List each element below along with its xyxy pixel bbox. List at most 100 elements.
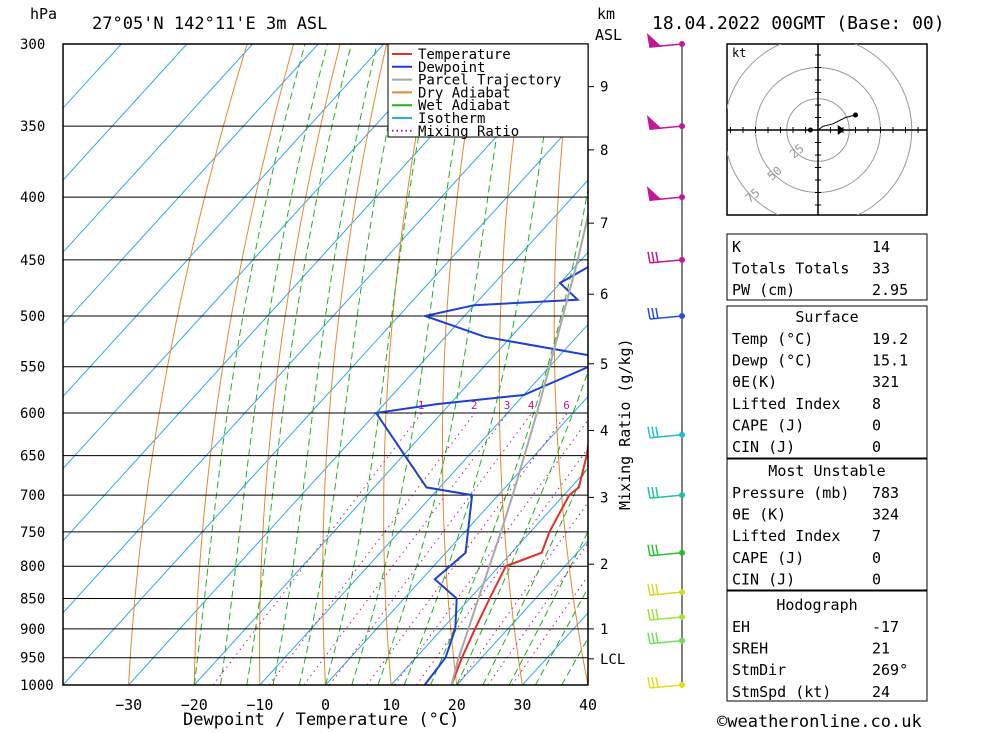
wind-barb-feather [655,632,659,644]
legend-entry: Dewpoint [418,60,485,76]
wind-barb [647,584,683,596]
surface-box [726,305,928,459]
wind-barb [647,251,683,264]
wind-barb-feather [647,251,651,264]
wind-barb-shaft [649,494,683,499]
index-label: θE (K) [732,506,786,524]
isotherm-line [390,467,588,685]
wind-barb-feather [647,544,651,556]
index-label: EH [732,618,750,636]
wind-barb-feather [651,676,655,689]
wind-barb-feather [655,307,659,320]
wind-barb-feather [651,544,655,556]
wind-barb-feather [655,486,659,499]
mixing-ratio-label: 20 [677,399,690,412]
index-value: 783 [872,484,899,502]
pressure-tick-label: 650 [20,449,45,465]
surface-title: Surface [795,308,858,326]
mixing-ratio-line [329,412,533,685]
wind-barb [646,186,683,201]
pressure-tick-label: 300 [20,37,45,53]
mixing-ratio-label: 8 [589,399,596,412]
legend-entry: Isotherm [418,111,485,127]
wind-barb-feather [651,632,655,644]
dry-adiabat-line [128,44,248,685]
index-value: 8 [872,395,881,413]
pressure-tick-label: 550 [20,360,45,376]
height-tick-label: 7 [600,216,608,232]
pressure-tick-label: 850 [20,591,45,607]
wet-adiabat-line [430,186,588,685]
dry-adiabat-line [659,44,719,685]
temperature-tick-label: 10 [382,696,400,714]
wind-barb-shaft [649,259,683,264]
dry-adiabat-line [441,44,481,685]
height-tick-label: 4 [600,423,608,439]
dry-adiabat-line [498,44,527,685]
dry-adiabat-line [383,44,434,685]
wind-barb-feather [647,632,651,644]
mixing-ratio-axis-title: Mixing Ratio (g/kg) [616,338,634,510]
wind-barb-feather [651,608,655,621]
temperature-tick-label: −10 [246,696,273,714]
isotherm-line [63,44,253,254]
mixing-ratio-label: 25 [699,399,712,412]
most-unstable-title: Most Unstable [768,462,885,480]
hodograph-point [808,127,813,133]
wind-barb [647,676,683,689]
storm-motion-marker [837,125,845,135]
temperature-tick-label: −30 [115,696,142,714]
pressure-tick-label: 700 [20,488,45,504]
index-value: 269° [872,661,908,679]
pressure-tick-label: 950 [20,651,45,667]
wet-adiabat-line [377,44,512,685]
dry-adiabat-line [945,44,1000,685]
wind-barb-feather [655,251,659,264]
temperature-curve [450,439,588,685]
temperature-tick-label: 30 [513,696,531,714]
copyright-text: ©weatheronline.co.uk [717,712,922,732]
height-unit-km: km [597,5,615,23]
height-tick-label: 3 [600,490,608,506]
wind-barb-pennant [646,32,662,48]
index-value: 15.1 [872,352,908,370]
wind-barb-feather [655,426,659,438]
wind-barb-feather [647,486,651,499]
index-label: Lifted Index [732,395,840,413]
datetime-title: 18.04.2022 00GMT (Base: 00) [652,13,945,34]
hodograph-box [726,590,928,702]
mixing-ratio-line [511,575,588,685]
indices-box [726,233,928,301]
isotherm-line [259,323,588,685]
index-value: 33 [872,260,890,278]
wind-barb [647,632,683,645]
wind-barb-shaft [649,639,683,645]
temperature-tick-label: 20 [448,696,466,714]
pressure-tick-label: 750 [20,525,45,541]
mixing-ratio-line [212,412,423,685]
wind-barb [646,115,683,130]
isotherm-line [193,251,588,685]
wind-barb-feather [651,486,655,499]
mixing-ratio-line [415,447,588,685]
index-label: Dewp (°C) [732,352,813,370]
height-unit-asl: ASL [595,26,622,44]
wind-barb-feather [651,426,655,438]
isotherm-line [63,44,319,326]
wind-barb-feather [647,584,651,596]
wind-barb [647,544,683,557]
wind-barb-shaft [649,684,683,689]
mixing-ratio-label: 6 [563,399,570,412]
pressure-tick-label: 400 [20,190,45,206]
wind-barb-shaft [649,434,683,439]
temperature-tick-label: 0 [321,696,330,714]
index-value: 0 [872,416,881,434]
index-value: 324 [872,506,899,524]
height-tick-label: 8 [600,143,608,159]
isotherm-line [63,44,385,398]
pressure-tick-label: 1000 [20,678,54,694]
index-label: CAPE (J) [732,549,804,567]
hodograph-unit-label: kt [732,46,746,60]
hodograph-title: Hodograph [776,596,857,614]
temperature-tick-label: 40 [579,696,597,714]
